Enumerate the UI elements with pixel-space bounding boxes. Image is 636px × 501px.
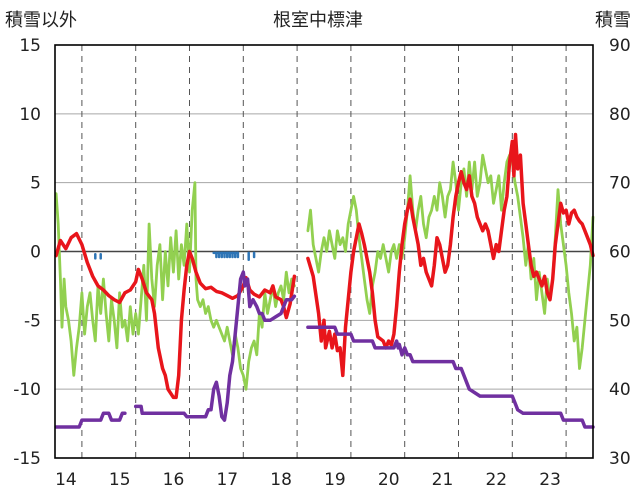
x-tick-label: 14 [55,470,77,490]
y-left-tick-label: -5 [24,311,41,331]
x-tick-label: 21 [432,470,454,490]
y-right-tick-label: 80 [609,105,631,125]
y-right-tick-label: 70 [609,174,631,194]
grid [55,44,593,459]
y-right-tick-label: 30 [609,449,631,469]
x-tick-label: 20 [378,470,400,490]
y-left-tick-label: -10 [13,380,41,400]
right-axis-title: 積雪 [595,10,631,31]
tick-labels: -15 -10 -5 0 5 10 15 30 40 50 60 70 80 90 14 15 16 17 18 19… [13,36,630,490]
x-tick-label: 23 [539,470,561,490]
x-tick-label: 15 [109,470,131,490]
y-right-tick-label: 40 [609,380,631,400]
y-left-tick-label: 5 [30,174,41,194]
y-left-tick-label: -15 [13,449,41,469]
x-tick-label: 19 [324,470,346,490]
left-axis-title: 積雪以外 [5,10,77,31]
series-line-2 [306,153,595,370]
y-right-tick-label: 90 [609,36,631,56]
y-right-tick-label: 50 [609,311,631,331]
y-right-tick-label: 60 [609,243,631,263]
series-line-1 [54,231,297,400]
series-layer [54,132,595,429]
series-line-3 [133,270,297,422]
series-line-3 [306,325,595,429]
y-left-tick-label: 15 [19,36,41,56]
plot-frame [54,44,594,459]
chart-title: 根室中標津 [273,10,363,31]
x-tick-label: 17 [216,470,238,490]
y-left-tick-label: 0 [30,243,41,263]
x-tick-label: 18 [270,470,292,490]
x-tick-label: 16 [163,470,185,490]
series-line-1 [306,132,595,378]
x-tick-label: 22 [485,470,507,490]
y-left-tick-label: 10 [19,105,41,125]
series-line-2 [54,181,296,391]
series-line-3 [54,411,127,429]
